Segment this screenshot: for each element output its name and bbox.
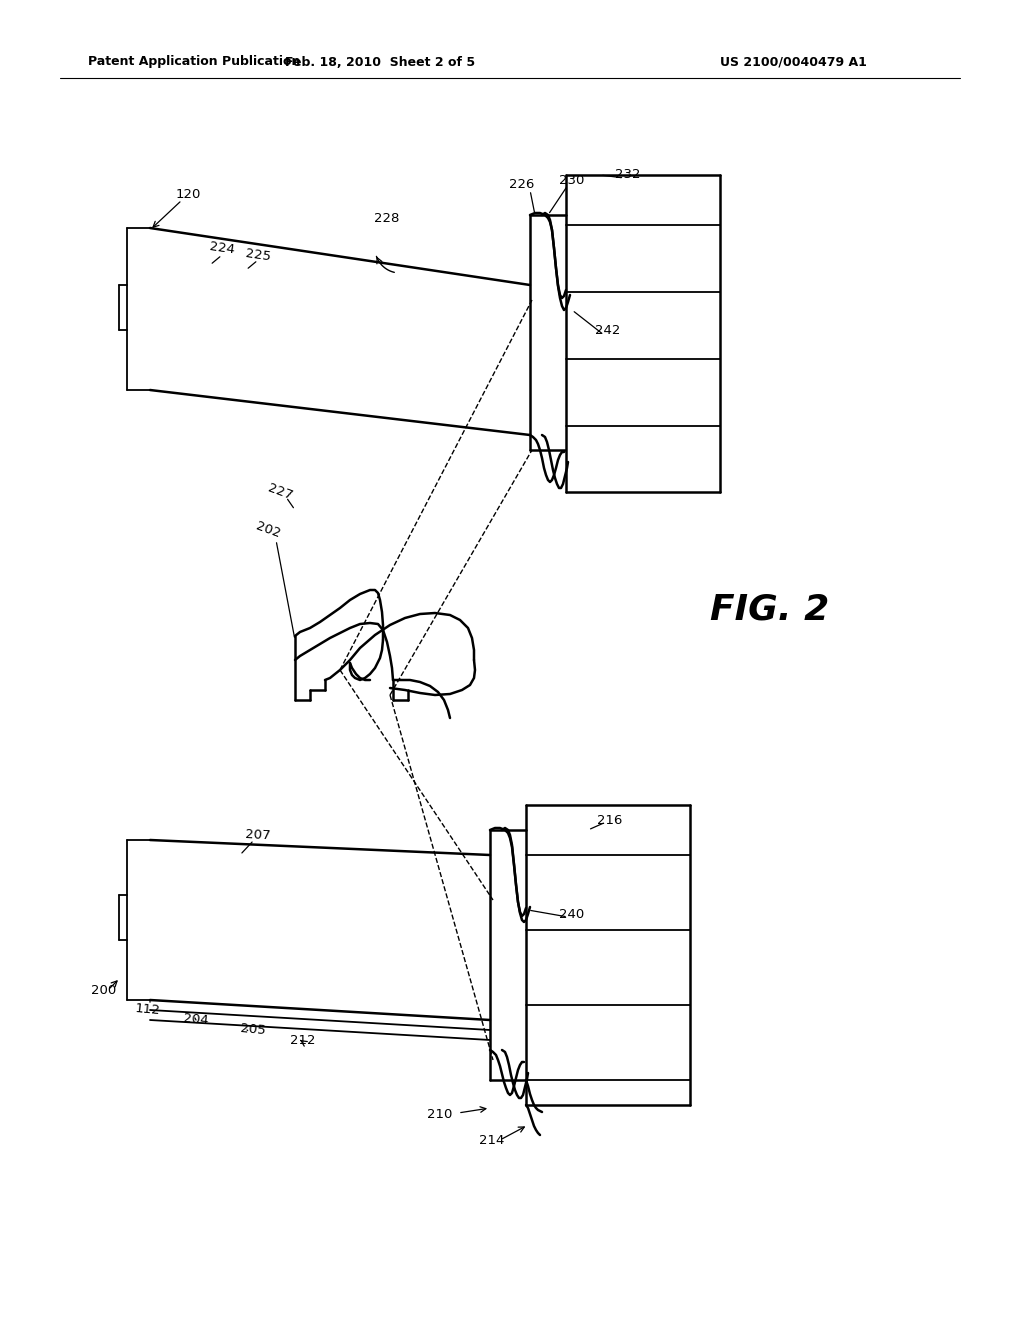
Text: Feb. 18, 2010  Sheet 2 of 5: Feb. 18, 2010 Sheet 2 of 5	[285, 55, 475, 69]
Text: 204: 204	[183, 1012, 209, 1027]
Text: 205: 205	[240, 1023, 266, 1038]
Text: FIG. 2: FIG. 2	[711, 593, 829, 627]
Text: 225: 225	[245, 247, 271, 263]
Text: 227: 227	[266, 482, 294, 503]
Text: 226: 226	[509, 178, 535, 191]
Text: Patent Application Publication: Patent Application Publication	[88, 55, 300, 69]
Text: US 2100/0040479 A1: US 2100/0040479 A1	[720, 55, 867, 69]
Text: 210: 210	[427, 1109, 453, 1122]
Text: 200: 200	[91, 983, 117, 997]
Text: 216: 216	[597, 813, 623, 826]
Text: 240: 240	[559, 908, 585, 921]
Text: 112: 112	[135, 1002, 161, 1018]
Text: 228: 228	[375, 211, 399, 224]
Text: 242: 242	[595, 323, 621, 337]
Text: 207: 207	[245, 828, 271, 842]
Text: 202: 202	[254, 520, 283, 540]
Text: 224: 224	[209, 240, 236, 256]
Text: 230: 230	[559, 173, 585, 186]
Text: 214: 214	[479, 1134, 505, 1147]
Text: 212: 212	[290, 1034, 315, 1047]
Text: 120: 120	[175, 189, 201, 202]
Text: 232: 232	[615, 169, 641, 181]
